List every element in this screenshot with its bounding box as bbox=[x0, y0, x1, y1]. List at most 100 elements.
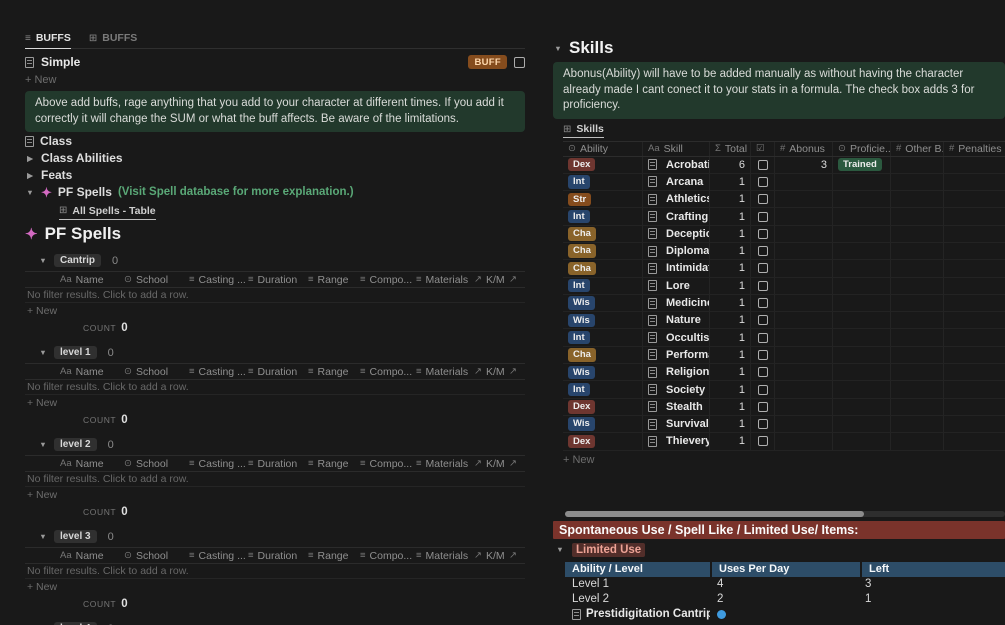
spell-level-badge[interactable]: level 4 bbox=[54, 622, 97, 625]
skill-cell[interactable]: Athletics bbox=[643, 191, 710, 208]
column-header[interactable]: Σ Total bbox=[710, 141, 751, 156]
column-header[interactable]: ⊙ School bbox=[124, 274, 189, 286]
table-row[interactable]: Int Occultism 1 bbox=[563, 329, 1005, 347]
ability-badge[interactable]: Dex bbox=[568, 400, 596, 414]
spell-level-toggle[interactable]: level 4 0 bbox=[25, 621, 525, 625]
checkbox-cell[interactable] bbox=[751, 277, 775, 294]
horizontal-scrollbar[interactable] bbox=[565, 510, 1005, 517]
skill-cell[interactable]: Lore bbox=[643, 277, 710, 294]
proficiency-cell[interactable] bbox=[833, 225, 891, 242]
penalties-cell[interactable] bbox=[944, 381, 1005, 397]
chevron-down-icon[interactable] bbox=[38, 256, 48, 265]
chevron-right-icon[interactable] bbox=[25, 171, 35, 180]
column-header[interactable]: ⊙ School bbox=[124, 366, 189, 378]
checkbox-cell[interactable] bbox=[751, 346, 775, 364]
skill-cell[interactable]: Deception bbox=[643, 225, 710, 242]
ability-level-name[interactable]: Level 1 bbox=[572, 578, 610, 591]
column-header[interactable]: ↗ K/M bbox=[474, 274, 509, 286]
checkbox-cell[interactable] bbox=[751, 294, 775, 312]
skill-cell[interactable]: Survival bbox=[643, 415, 710, 433]
abonus-cell[interactable] bbox=[775, 346, 833, 364]
proficiency-cell[interactable] bbox=[833, 173, 891, 191]
left-cell[interactable]: 1 bbox=[865, 593, 872, 606]
add-new-skill-button[interactable]: + New bbox=[563, 453, 595, 466]
table-row[interactable]: Prestidigitation Cantrip 1 bbox=[565, 607, 1005, 622]
spell-level-toggle[interactable]: level 3 0 bbox=[25, 529, 525, 544]
proficiency-cell[interactable] bbox=[833, 398, 891, 415]
penalties-cell[interactable] bbox=[944, 312, 1005, 328]
abonus-cell[interactable] bbox=[775, 364, 833, 381]
table-row[interactable]: Wis Medicine 1 bbox=[563, 294, 1005, 313]
chevron-right-icon[interactable] bbox=[25, 154, 35, 163]
checkbox-cell[interactable] bbox=[751, 173, 775, 191]
ability-level-name[interactable]: Level 2 bbox=[572, 593, 610, 606]
proficiency-checkbox[interactable] bbox=[757, 436, 768, 447]
ability-badge[interactable]: Int bbox=[568, 279, 590, 293]
ability-cell[interactable]: Wis bbox=[563, 415, 643, 433]
proficiency-checkbox[interactable] bbox=[757, 367, 768, 378]
other-bonus-cell[interactable] bbox=[891, 329, 944, 346]
penalties-cell[interactable] bbox=[944, 416, 1005, 432]
ability-cell[interactable]: Int bbox=[563, 381, 643, 398]
checkbox-cell[interactable] bbox=[751, 381, 775, 398]
spell-level-toggle[interactable]: Cantrip 0 bbox=[25, 253, 525, 268]
no-filter-results-row[interactable]: No filter results. Click to add a row. bbox=[25, 564, 525, 579]
checkbox-cell[interactable] bbox=[751, 329, 775, 346]
chevron-down-icon[interactable] bbox=[25, 188, 35, 197]
proficiency-checkbox[interactable] bbox=[757, 332, 768, 343]
ability-cell[interactable]: Cha bbox=[563, 242, 643, 260]
ability-badge[interactable]: Wis bbox=[568, 365, 595, 379]
toggle-class-abilities[interactable]: Class Abilities bbox=[25, 151, 525, 167]
column-header[interactable]: ⊙ School bbox=[124, 458, 189, 470]
penalties-cell[interactable] bbox=[944, 226, 1005, 242]
skill-cell[interactable]: Thievery bbox=[643, 433, 710, 450]
ability-badge[interactable]: Int bbox=[568, 330, 590, 345]
column-header[interactable]: ≡ Materials bbox=[416, 366, 474, 378]
skill-name[interactable]: Religion bbox=[666, 366, 710, 379]
other-bonus-cell[interactable] bbox=[891, 364, 944, 381]
ability-badge[interactable]: Cha bbox=[568, 348, 596, 362]
column-header[interactable]: # Abonus bbox=[775, 141, 833, 156]
spell-level-badge[interactable]: level 3 bbox=[54, 530, 97, 543]
buff-tag[interactable]: BUFF bbox=[468, 55, 507, 69]
abonus-cell[interactable] bbox=[775, 415, 833, 433]
table-row[interactable]: Int Arcana 1 bbox=[563, 173, 1005, 192]
add-new-spell-button[interactable]: + New bbox=[27, 397, 58, 409]
checkbox-cell[interactable] bbox=[751, 398, 775, 415]
other-bonus-cell[interactable] bbox=[891, 156, 944, 173]
proficiency-checkbox[interactable] bbox=[757, 263, 768, 274]
proficiency-cell[interactable] bbox=[833, 312, 891, 329]
spell-level-badge[interactable]: level 2 bbox=[54, 438, 97, 451]
no-filter-results-row[interactable]: No filter results. Click to add a row. bbox=[25, 380, 525, 395]
table-row[interactable]: Dex Thievery 1 bbox=[563, 433, 1005, 451]
skill-cell[interactable]: Nature bbox=[643, 312, 710, 329]
spell-level-badge[interactable]: level 1 bbox=[54, 346, 97, 359]
skill-name[interactable]: Arcana bbox=[666, 175, 704, 188]
column-header[interactable]: Aa Name bbox=[60, 550, 124, 562]
proficiency-cell[interactable] bbox=[833, 191, 891, 208]
ability-cell[interactable]: Dex bbox=[563, 433, 643, 450]
table-row[interactable]: Level 2 2 1 bbox=[565, 592, 1005, 607]
skill-name[interactable]: Nature bbox=[666, 314, 701, 327]
abonus-cell[interactable] bbox=[775, 329, 833, 346]
checkbox-cell[interactable] bbox=[751, 208, 775, 225]
proficiency-checkbox[interactable] bbox=[757, 211, 768, 222]
table-row[interactable]: Wis Survival 1 bbox=[563, 415, 1005, 434]
ability-cell[interactable]: Int bbox=[563, 277, 643, 294]
ability-cell[interactable]: Cha bbox=[563, 225, 643, 242]
column-header[interactable]: ≡ Duration bbox=[248, 458, 308, 470]
abonus-cell[interactable] bbox=[775, 242, 833, 260]
column-header[interactable]: ≡ Duration bbox=[248, 550, 308, 562]
table-row[interactable]: Int Crafting 1 bbox=[563, 208, 1005, 226]
proficiency-checkbox[interactable] bbox=[757, 194, 768, 205]
skill-cell[interactable]: Religion bbox=[643, 364, 710, 381]
other-bonus-cell[interactable] bbox=[891, 433, 944, 450]
checkbox-cell[interactable] bbox=[751, 433, 775, 450]
spell-level-toggle[interactable]: level 1 0 bbox=[25, 345, 525, 360]
skill-cell[interactable]: Intimidate bbox=[643, 260, 710, 277]
column-header[interactable]: ↗ bbox=[509, 366, 523, 377]
tab-buffs-list[interactable]: ≡ BUFFS bbox=[25, 32, 71, 49]
buff-row-simple[interactable]: Simple BUFF bbox=[25, 54, 525, 70]
checkbox-cell[interactable] bbox=[751, 225, 775, 242]
proficiency-checkbox[interactable] bbox=[757, 315, 768, 326]
